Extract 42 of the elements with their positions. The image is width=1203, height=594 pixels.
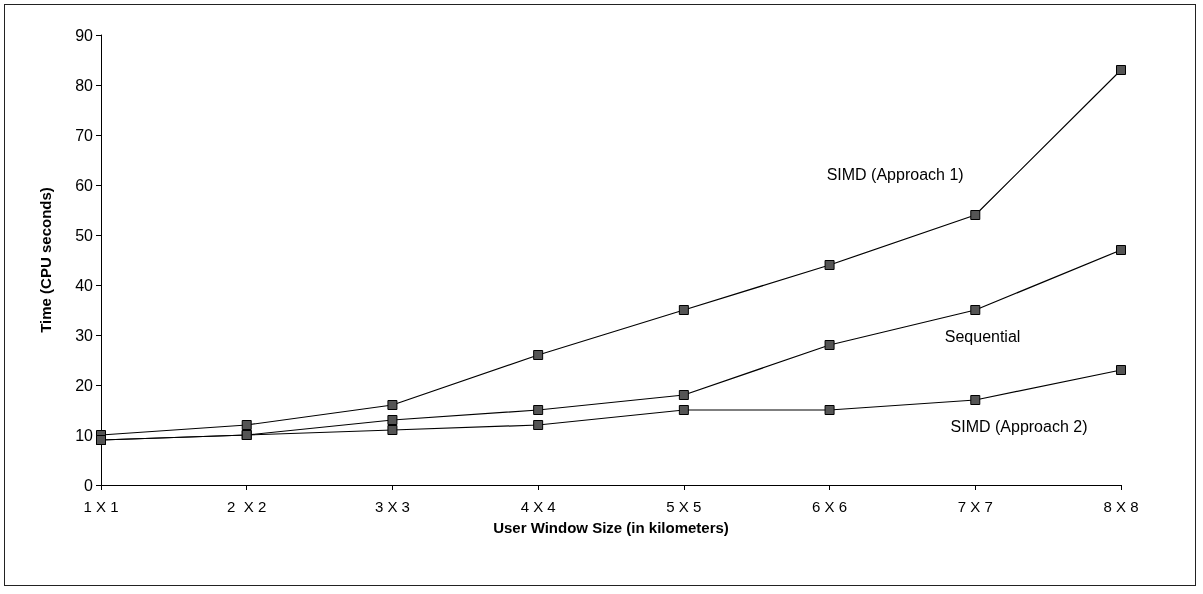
series-label: SIMD (Approach 1) bbox=[826, 166, 964, 183]
y-tick-label: 20 bbox=[75, 376, 94, 394]
series-label: Sequential bbox=[944, 328, 1021, 345]
y-tick-label: 0 bbox=[84, 476, 94, 494]
x-tick-label: 7 X 7 bbox=[957, 498, 993, 515]
point bbox=[387, 425, 398, 435]
y-tick-label: 90 bbox=[75, 26, 94, 44]
point bbox=[387, 400, 398, 410]
point bbox=[678, 390, 689, 400]
point bbox=[1116, 245, 1126, 255]
x-tick-label: 2 X 2 bbox=[227, 498, 267, 515]
x-tick-label: 5 X 5 bbox=[666, 498, 702, 515]
point bbox=[824, 340, 835, 350]
x-tick-label: 3 X 3 bbox=[374, 498, 410, 515]
y-axis-title: Time (CPU seconds) bbox=[37, 187, 54, 333]
y-tick-label: 60 bbox=[75, 176, 94, 194]
x-tick-label: 1 X 1 bbox=[83, 498, 119, 515]
point bbox=[533, 405, 544, 415]
x-tick-label: 4 X 4 bbox=[520, 498, 556, 515]
y-tick-label: 50 bbox=[75, 226, 94, 244]
point bbox=[241, 420, 252, 430]
y-tick-label: 30 bbox=[75, 326, 94, 344]
x-tick-label: 8 X 8 bbox=[1103, 498, 1139, 515]
x-axis-title: User Window Size (in kilometers) bbox=[493, 519, 729, 536]
y-tick-label: 40 bbox=[75, 276, 94, 294]
point bbox=[970, 305, 981, 315]
point bbox=[533, 350, 544, 360]
point bbox=[387, 415, 398, 425]
point bbox=[970, 395, 981, 405]
point bbox=[1116, 65, 1126, 75]
point bbox=[824, 405, 835, 415]
point bbox=[533, 420, 544, 430]
point bbox=[678, 305, 689, 315]
y-tick-label: 70 bbox=[75, 126, 94, 144]
point bbox=[824, 260, 835, 270]
y-tick-label: 80 bbox=[75, 76, 94, 94]
point bbox=[678, 405, 689, 415]
point bbox=[970, 210, 981, 220]
point bbox=[1116, 365, 1126, 375]
x-tick-label: 6 X 6 bbox=[812, 498, 848, 515]
series-label: SIMD (Approach 2) bbox=[950, 418, 1088, 435]
y-tick-label: 10 bbox=[75, 426, 94, 444]
